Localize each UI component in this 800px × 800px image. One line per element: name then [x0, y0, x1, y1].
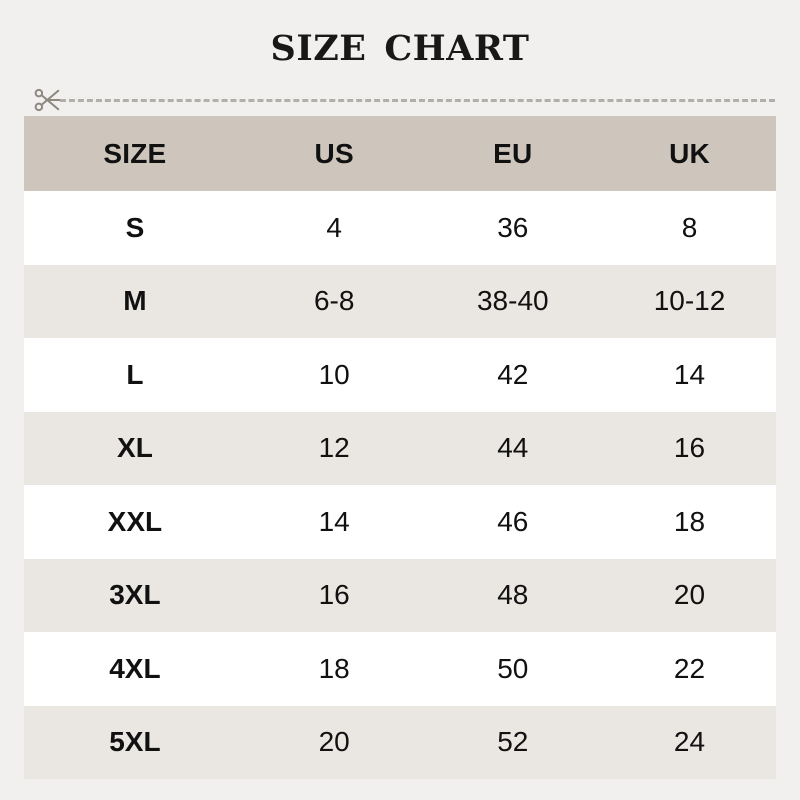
cell-us: 6-8: [313, 285, 355, 317]
cell-us: 10: [318, 358, 350, 390]
table-row: M 6-8 38-40 10-12: [24, 264, 776, 338]
table-row: 4XL 18 50 22: [24, 632, 776, 706]
table-row: XL 12 44 16: [24, 411, 776, 485]
cell-uk: 10-12: [653, 285, 726, 317]
cell-us: 20: [318, 726, 350, 758]
cell-us: 12: [318, 432, 350, 464]
cell-uk: 24: [673, 726, 706, 758]
cell-us: 18: [318, 652, 350, 684]
column-header-us: US: [245, 116, 423, 191]
cell-uk: 20: [673, 579, 706, 611]
cell-size: L: [126, 358, 144, 390]
cell-size: XL: [117, 432, 153, 464]
scissors-icon: [34, 88, 62, 112]
column-header-size: SIZE: [24, 116, 246, 191]
cell-size: 4XL: [109, 652, 161, 684]
size-chart-table: SIZE US EU UK S 4 36 8 M 6-8 38-40 10-12…: [24, 116, 776, 779]
cell-eu: 44: [497, 432, 529, 464]
column-header-uk: UK: [603, 116, 776, 191]
cell-eu: 42: [497, 358, 529, 390]
cell-uk: 18: [673, 505, 706, 537]
cell-us: 14: [318, 505, 350, 537]
cell-uk: 14: [673, 358, 706, 390]
cell-size: 3XL: [109, 579, 161, 611]
cut-line: [24, 84, 776, 116]
table-header-row: SIZE US EU UK: [24, 116, 776, 191]
dashed-cut-guide: [60, 98, 775, 102]
table-body: S 4 36 8 M 6-8 38-40 10-12 L 10 42 14 XL…: [24, 191, 776, 779]
cell-size: M: [123, 285, 147, 317]
cell-eu: 38-40: [476, 285, 549, 317]
table-row: L 10 42 14: [24, 338, 776, 412]
table-row: XXL 14 46 18: [24, 485, 776, 559]
cell-eu: 52: [497, 726, 529, 758]
cell-eu: 36: [497, 211, 529, 243]
title-container: SIZE CHART: [0, 0, 800, 82]
cell-uk: 16: [673, 432, 706, 464]
cell-uk: 8: [681, 211, 698, 243]
cell-size: S: [125, 211, 145, 243]
cell-eu: 50: [497, 652, 529, 684]
table-row: S 4 36 8: [24, 191, 776, 265]
cell-size: XXL: [107, 505, 163, 537]
column-header-eu: EU: [422, 116, 604, 191]
cell-us: 4: [326, 211, 342, 243]
cell-eu: 48: [497, 579, 529, 611]
cell-uk: 22: [673, 652, 706, 684]
table-header: SIZE US EU UK: [24, 116, 776, 191]
cell-size: 5XL: [109, 726, 161, 758]
cell-us: 16: [318, 579, 350, 611]
page-title: SIZE CHART: [270, 13, 530, 72]
table-row: 5XL 20 52 24: [24, 705, 776, 779]
table-row: 3XL 16 48 20: [24, 558, 776, 632]
cell-eu: 46: [497, 505, 529, 537]
